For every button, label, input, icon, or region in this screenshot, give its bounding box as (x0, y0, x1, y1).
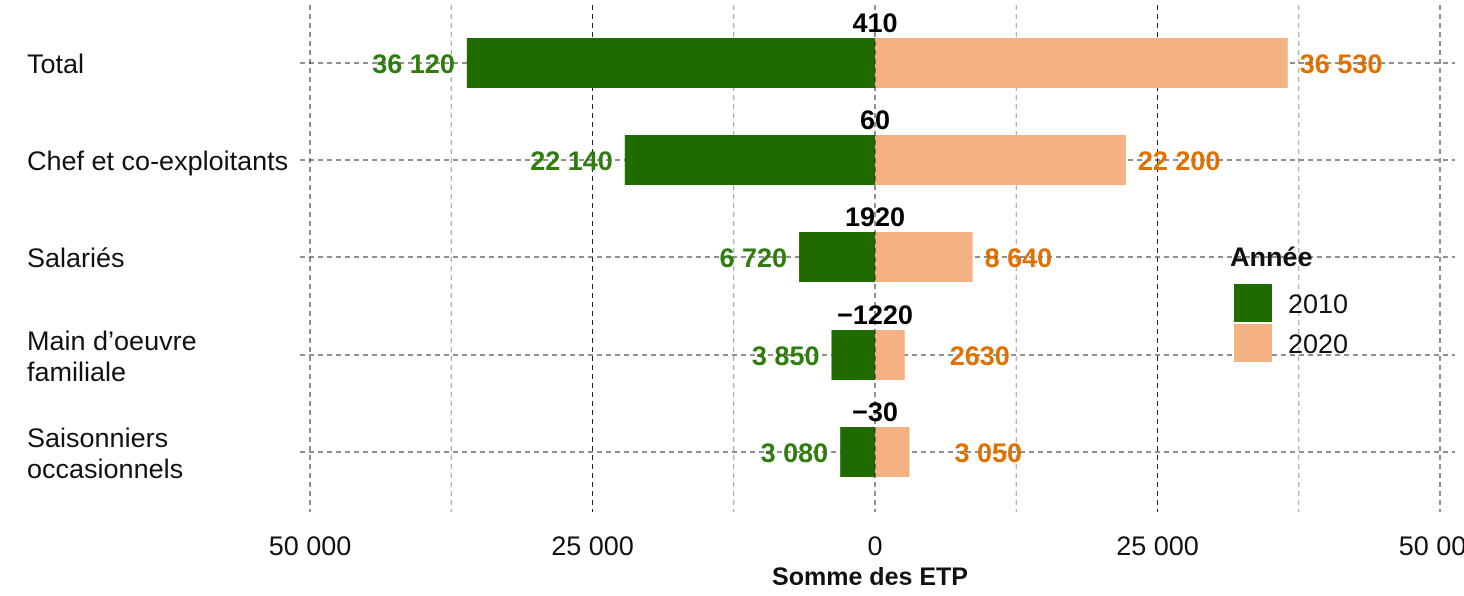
bar-2010 (624, 135, 875, 185)
data-label-2020: 2630 (950, 341, 1010, 371)
legend-swatch-2020 (1234, 324, 1272, 362)
data-label-2020: 22 200 (1138, 146, 1221, 176)
data-label-2020: 3 050 (954, 438, 1022, 468)
x-tick-label: 25 000 (551, 531, 634, 561)
x-tick-label: 50 000 (269, 531, 352, 561)
difference-label: 410 (852, 8, 897, 38)
difference-label: −1220 (837, 300, 913, 330)
bar-2010 (840, 427, 875, 477)
x-tick-label: 25 000 (1116, 531, 1199, 561)
category-label: Chef et co-exploitants (27, 146, 288, 176)
difference-label: 60 (860, 105, 890, 135)
bar-2010 (799, 232, 875, 282)
data-label-2010: 36 120 (372, 49, 455, 79)
bar-2020 (875, 330, 905, 380)
bar-2020 (875, 232, 973, 282)
bar-2020 (875, 135, 1126, 185)
bar-2020 (875, 427, 910, 477)
data-label-2010: 3 850 (752, 341, 820, 371)
x-axis-title: Somme des ETP (772, 563, 968, 591)
data-label-2010: 6 720 (719, 243, 787, 273)
difference-label: −30 (852, 397, 898, 427)
bar-2020 (875, 38, 1288, 88)
category-label: Saisonniers occasionnels (27, 423, 183, 484)
bar-2010 (831, 330, 875, 380)
data-label-2010: 3 080 (761, 438, 829, 468)
legend-label: 2010 (1288, 289, 1348, 319)
x-tick-label: 50 000 (1399, 531, 1464, 561)
difference-label: 1920 (845, 202, 905, 232)
category-label: Total (27, 49, 84, 79)
data-label-2020: 8 640 (985, 243, 1053, 273)
bar-2010 (466, 38, 875, 88)
data-label-2020: 36 530 (1300, 49, 1383, 79)
x-tick-label: 0 (867, 531, 882, 561)
data-label-2010: 22 140 (530, 146, 613, 176)
legend-swatch-2010 (1234, 284, 1272, 322)
legend-title: Année (1230, 242, 1313, 272)
category-label: Main d’oeuvre familiale (27, 326, 197, 387)
category-label: Salariés (27, 243, 125, 273)
legend-label: 2020 (1288, 329, 1348, 359)
